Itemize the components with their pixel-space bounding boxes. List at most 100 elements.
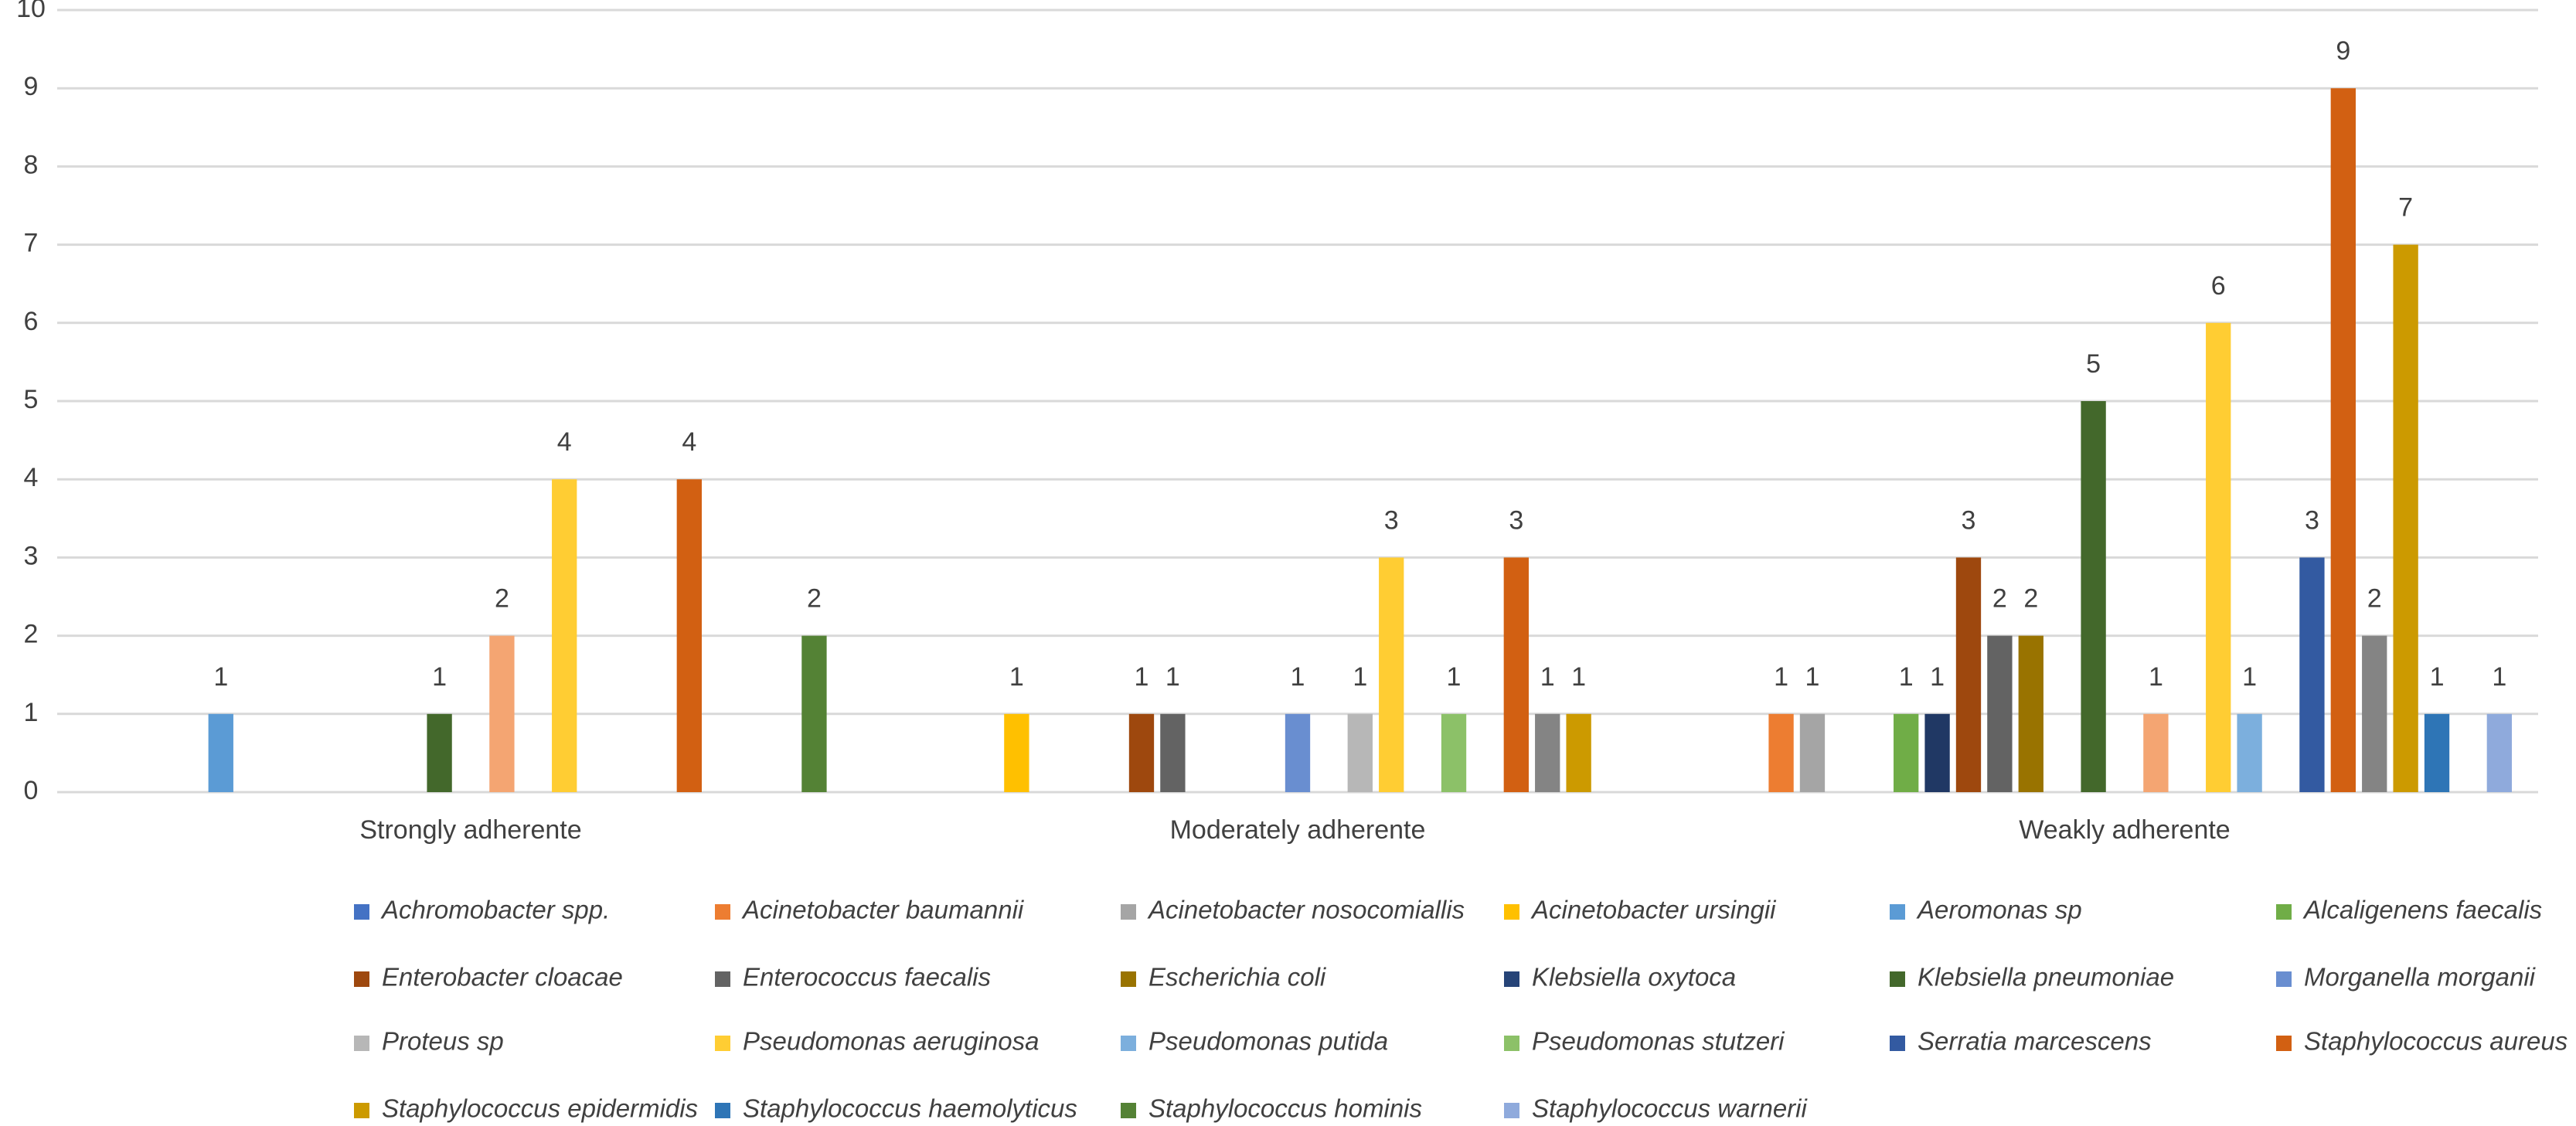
bar [1441, 713, 1467, 792]
legend-swatch [1890, 971, 1905, 987]
legend-label: Enterobacter cloacae [382, 963, 623, 992]
legend-swatch [1121, 904, 1136, 920]
bar [2330, 88, 2356, 792]
y-tick-label: 5 [24, 385, 39, 414]
x-tick-label: Strongly adherente [359, 815, 581, 845]
legend-swatch [354, 1036, 369, 1051]
data-label: 1 [1353, 662, 1367, 692]
legend-swatch [1504, 904, 1519, 920]
legend-label: Klebsiella pneumoniae [1918, 963, 2174, 992]
data-label: 6 [2211, 271, 2226, 301]
legend-label: Staphylococcus hominis [1148, 1094, 1422, 1123]
bar [676, 479, 702, 792]
legend-swatch [2276, 971, 2292, 987]
data-label: 1 [1571, 662, 1586, 692]
data-label: 1 [432, 662, 447, 692]
y-tick-label: 1 [24, 698, 39, 727]
y-tick-label: 8 [24, 150, 39, 179]
bar [427, 713, 452, 792]
legend-label: Acinetobacter ursingii [1530, 896, 1777, 924]
bar [801, 635, 827, 792]
bar [2081, 401, 2106, 792]
legend-label: Staphylococcus haemolyticus [743, 1094, 1077, 1123]
data-label: 7 [2398, 193, 2413, 223]
data-label: 5 [2086, 349, 2101, 379]
bar [1894, 713, 1919, 792]
data-label: 1 [2149, 662, 2163, 692]
bar [1566, 713, 1591, 792]
y-tick-label: 6 [24, 307, 39, 336]
legend-label: Morganella morganii [2304, 963, 2537, 992]
bar [2143, 713, 2169, 792]
legend-label: Proteus sp [382, 1027, 504, 1056]
y-tick-label: 4 [24, 463, 39, 492]
data-label: 1 [2492, 662, 2506, 692]
legend-swatch [715, 1036, 730, 1051]
bar [1768, 713, 1794, 792]
legend-swatch [354, 904, 369, 920]
y-tick-label: 0 [24, 776, 39, 805]
bar [1924, 713, 1950, 792]
bar [1347, 713, 1373, 792]
bar [1955, 557, 1982, 792]
legend-label: Acinetobacter baumannii [741, 896, 1025, 924]
bar [1285, 713, 1311, 792]
legend-label: Klebsiella oxytoca [1532, 963, 1736, 992]
data-label: 2 [2023, 584, 2038, 614]
bar [2018, 635, 2043, 792]
bar [2424, 713, 2450, 792]
legend-swatch [354, 971, 369, 987]
legend-label: Acinetobacter nosocomiallis [1147, 896, 1465, 924]
data-label: 1 [1291, 662, 1305, 692]
legend-swatch [2276, 904, 2292, 920]
legend-swatch [1890, 1036, 1905, 1051]
bar [1987, 635, 2013, 792]
bar [1004, 713, 1029, 792]
legend-label: Enterococcus faecalis [743, 963, 991, 992]
legend-swatch [715, 1103, 730, 1118]
bar [2206, 322, 2231, 792]
data-label: 3 [1962, 505, 1976, 535]
legend-swatch [1121, 971, 1136, 987]
bar [1503, 557, 1529, 792]
legend-label: Pseudomonas putida [1148, 1027, 1388, 1056]
bar [1535, 713, 1560, 792]
legend-label: Achromobacter spp. [380, 896, 610, 924]
data-label: 1 [1135, 662, 1149, 692]
legend-swatch [1504, 971, 1519, 987]
legend-swatch [1890, 904, 1905, 920]
y-tick-label: 9 [24, 72, 39, 101]
legend-swatch [1121, 1103, 1136, 1118]
data-label: 1 [1930, 662, 1945, 692]
legend-label: Staphylococcus warnerii [1532, 1094, 1808, 1123]
data-label: 1 [1165, 662, 1180, 692]
legend-label: Serratia marcescens [1918, 1027, 2152, 1056]
legend-label: Alcaligenens faecalis [2302, 896, 2542, 924]
bar [489, 635, 515, 792]
bar [2237, 713, 2262, 792]
legend-swatch [715, 904, 730, 920]
y-tick-label: 3 [24, 541, 39, 570]
bar [208, 713, 233, 792]
legend-label: Staphylococcus aureus [2304, 1027, 2567, 1056]
legend-swatch [1121, 1036, 1136, 1051]
data-label: 4 [557, 427, 572, 457]
y-tick-label: 2 [24, 620, 39, 649]
data-label: 9 [2336, 36, 2350, 66]
data-label: 2 [1992, 584, 2007, 614]
data-label: 3 [1509, 505, 1523, 535]
data-label: 1 [1447, 662, 1462, 692]
legend-label: Escherichia coli [1148, 963, 1327, 992]
x-tick-label: Moderately adherente [1170, 815, 1426, 845]
data-label: 2 [495, 584, 509, 614]
data-label: 1 [1540, 662, 1555, 692]
legend-label: Pseudomonas stutzeri [1532, 1027, 1785, 1056]
y-tick-label: 10 [16, 0, 46, 23]
legend-swatch [1504, 1036, 1519, 1051]
data-label: 1 [2242, 662, 2257, 692]
x-tick-label: Weakly adherente [2019, 815, 2230, 845]
data-label: 1 [213, 662, 228, 692]
data-label: 1 [1774, 662, 1788, 692]
bar [1799, 713, 1826, 792]
